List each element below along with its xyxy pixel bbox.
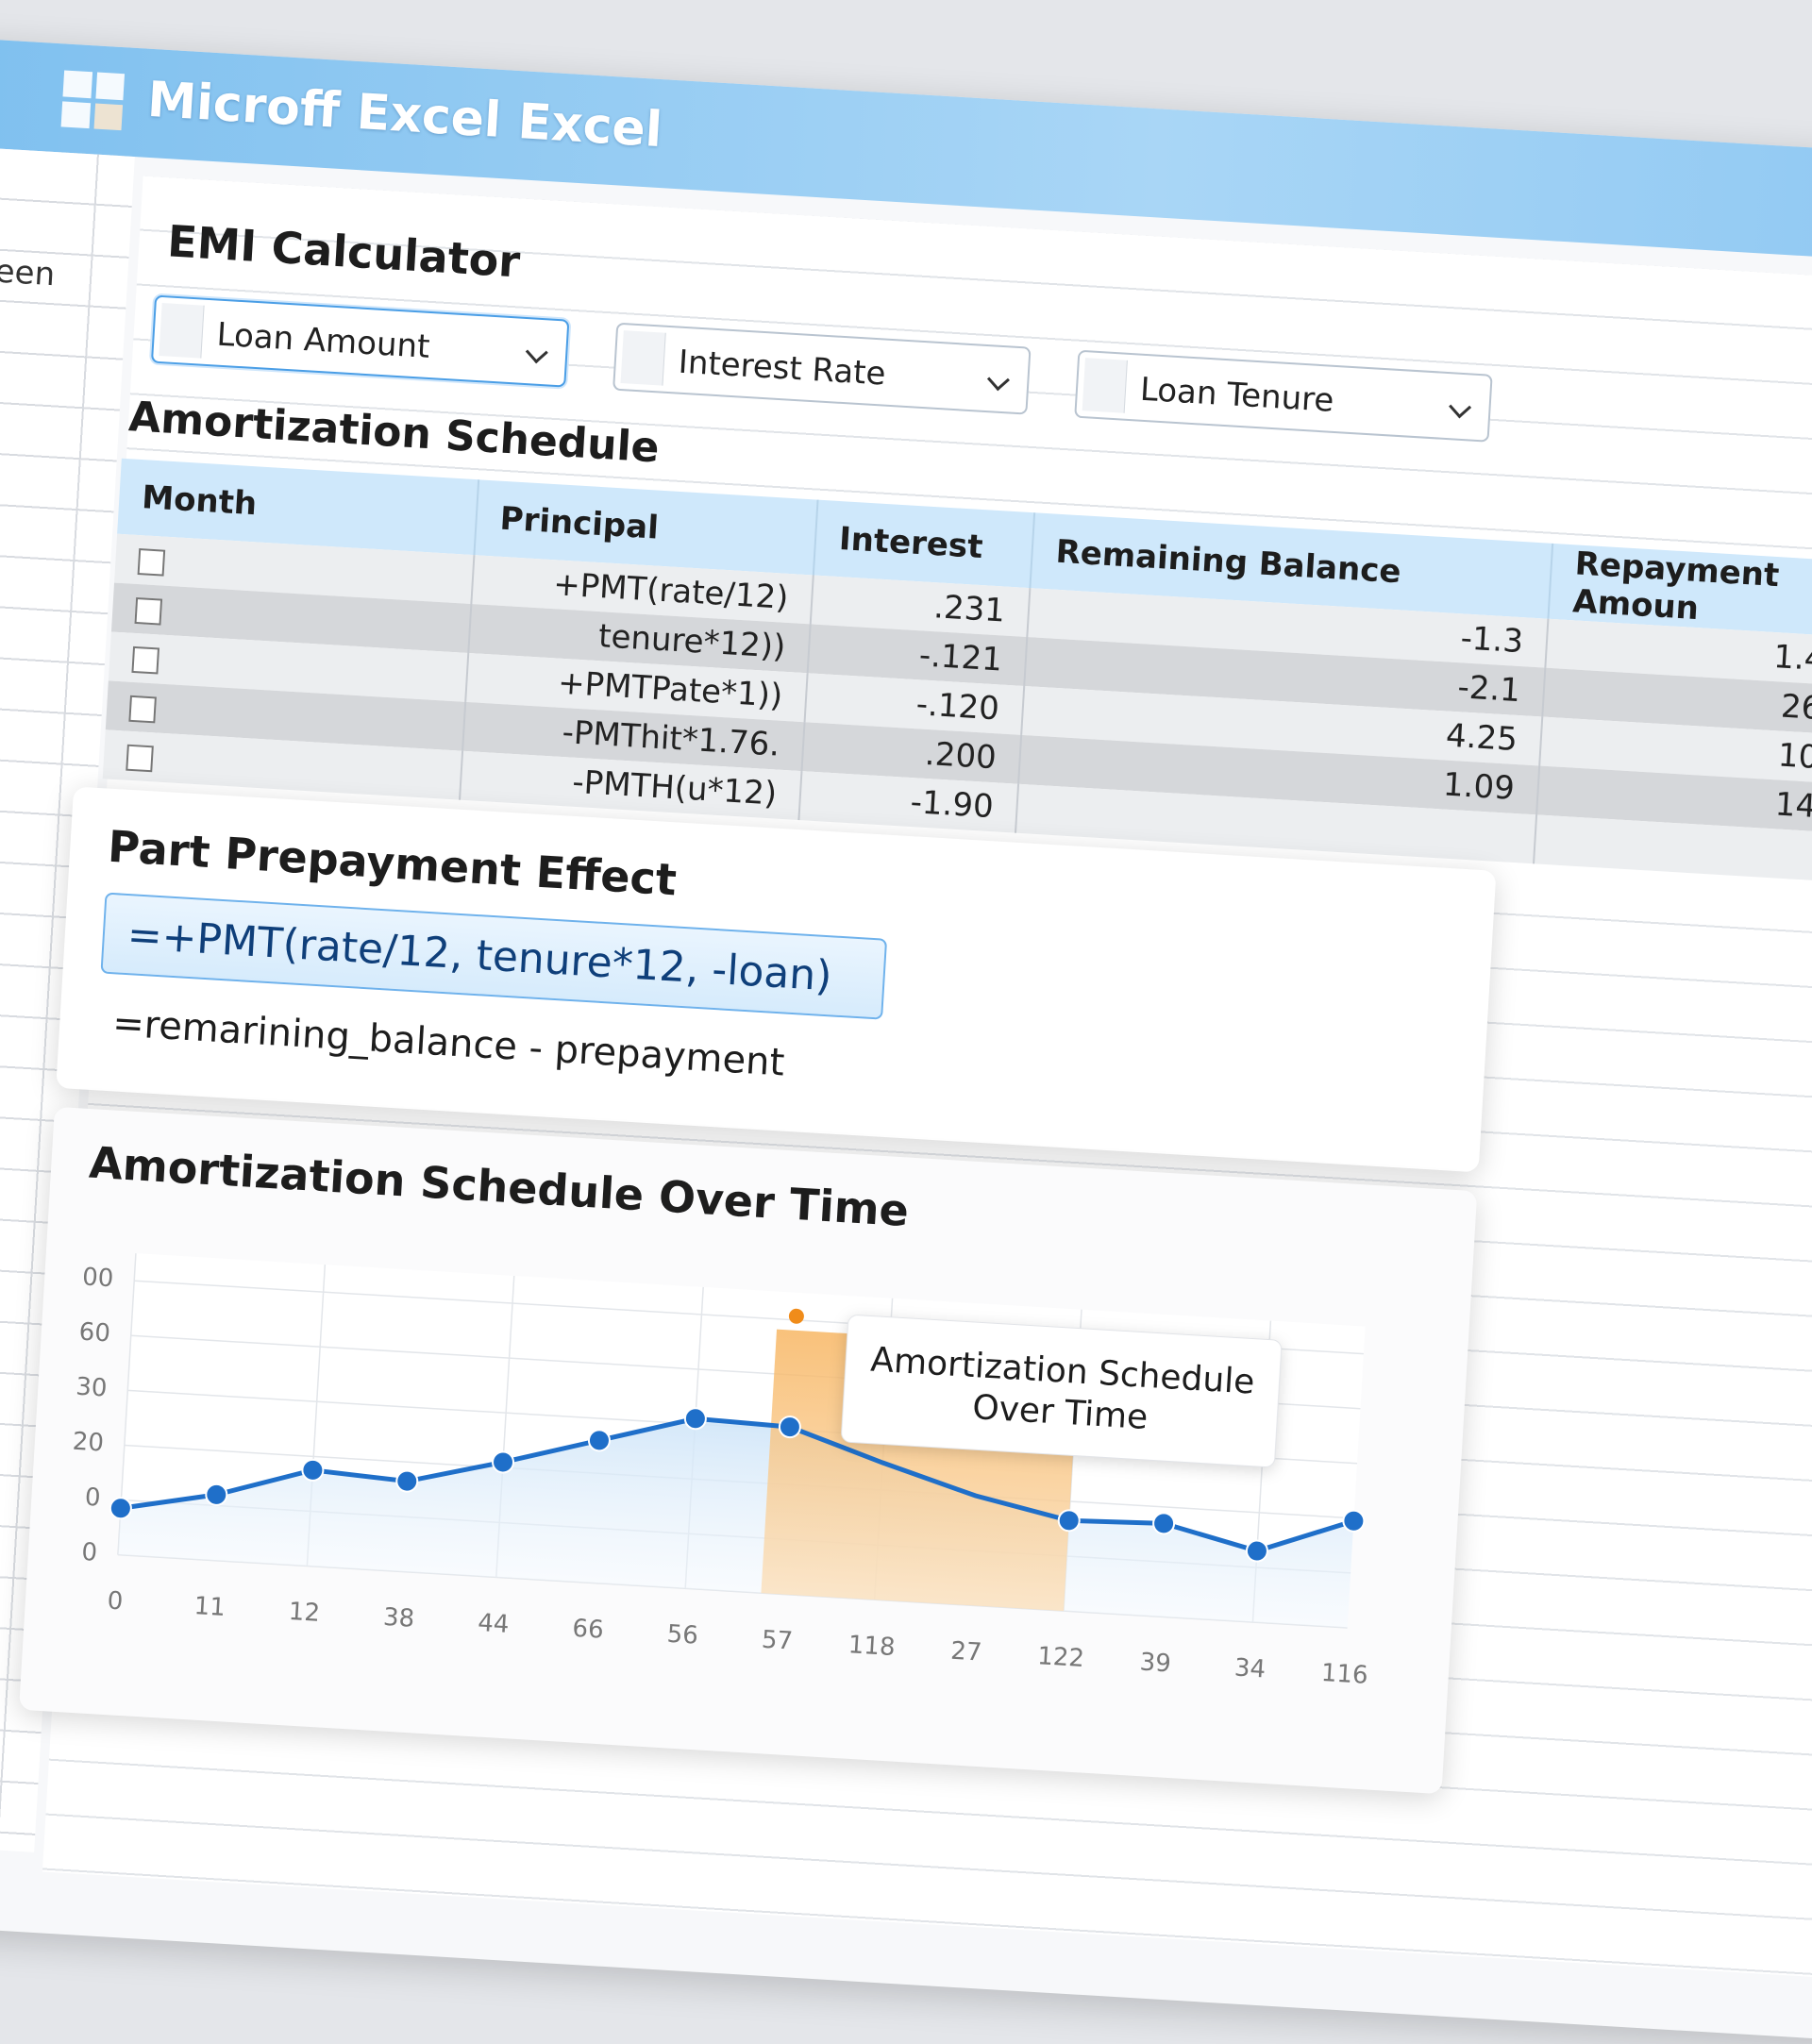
point (302, 1459, 324, 1481)
dropdown-icon (1082, 358, 1128, 413)
point (1152, 1513, 1174, 1534)
y-tick-label: 0 (81, 1538, 98, 1567)
dropdown-label: Loan Amount (216, 316, 431, 366)
x-tick-label: 12 (288, 1598, 321, 1628)
x-tick-label: 56 (666, 1620, 699, 1650)
point (396, 1470, 418, 1492)
y-tick-label: 0 (84, 1483, 101, 1513)
app-logo (61, 70, 125, 130)
x-tick-label: 66 (572, 1615, 605, 1645)
formula-box[interactable]: =+PMT(rate/12, tenure*12, -loan) (100, 893, 887, 1020)
app-title: Microff Excel Excel (146, 72, 664, 159)
main-panel: EMI Calculator Loan Amount Interest Rate… (42, 176, 1812, 1980)
chevron (1449, 395, 1471, 418)
x-tick-label: 57 (761, 1626, 794, 1656)
x-tick-label: 38 (382, 1603, 415, 1634)
chart: Amortization Schedule Over Time 00203060… (19, 1107, 1477, 1794)
x-tick-label: 34 (1233, 1654, 1267, 1684)
checkbox[interactable] (128, 695, 157, 723)
chevron (526, 341, 548, 363)
page: Microff Excel Excel leen EMI Calculator … (0, 0, 1812, 1812)
dropdown[interactable]: Loan Tenure (1074, 350, 1492, 443)
checkbox[interactable] (138, 548, 166, 577)
x-tick-label: 118 (847, 1631, 896, 1662)
calculator-title: EMI Calculator (166, 215, 522, 287)
formula: =+PMT(rate/12, tenure*12, -loan) (126, 911, 832, 1000)
dropdown-icon (159, 303, 204, 359)
schedule-title: Amortization Schedule (127, 393, 661, 472)
dropdown-icon (621, 330, 666, 386)
dropdown[interactable]: Loan Amount (151, 295, 569, 388)
x-tick-label: 116 (1320, 1659, 1368, 1690)
chart-title: Amortization Schedule Over Time (88, 1137, 910, 1236)
prepayment-title: Part Prepayment Effect (107, 821, 679, 906)
x-tick-label: 0 (107, 1587, 124, 1617)
formula-2: =remarining_balance - prepayment (111, 1001, 786, 1084)
point (1343, 1510, 1365, 1532)
window: Microff Excel Excel leen EMI Calculator … (0, 38, 1812, 2040)
x-tick-label: 44 (477, 1609, 510, 1639)
dropdown-label: Interest Rate (678, 343, 887, 394)
y-tick-label: 60 (78, 1318, 111, 1349)
point (206, 1483, 227, 1505)
point (1058, 1510, 1080, 1532)
x-tick-label: 11 (193, 1592, 226, 1622)
point (588, 1430, 610, 1451)
x-tick-label: 39 (1139, 1649, 1172, 1679)
dropdown-label: Loan Tenure (1139, 371, 1335, 420)
checkbox[interactable] (135, 596, 163, 625)
chevron (987, 368, 1010, 391)
checkbox[interactable] (126, 744, 154, 772)
checkbox[interactable] (131, 645, 159, 674)
dropdown[interactable]: Interest Rate (612, 323, 1031, 415)
x-tick-label: 122 (1036, 1642, 1084, 1673)
sidebar-label: leen (0, 252, 56, 293)
x-tick-label: 27 (949, 1637, 982, 1667)
y-tick-label: 20 (72, 1428, 105, 1458)
y-tick-label: 00 (81, 1263, 114, 1293)
column-header: Interest (814, 500, 1034, 588)
y-tick-label: 30 (75, 1373, 108, 1403)
point (109, 1498, 131, 1519)
point (779, 1416, 800, 1438)
point (684, 1408, 706, 1430)
point (492, 1451, 513, 1473)
point (1246, 1540, 1267, 1562)
